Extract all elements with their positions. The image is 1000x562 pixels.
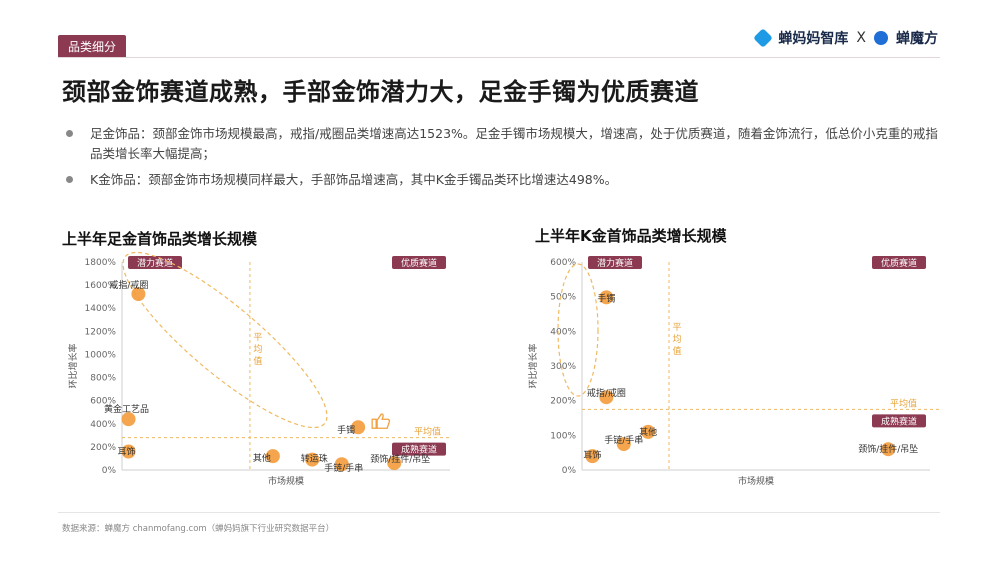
data-point-label: 手链/手串: [324, 462, 363, 474]
y-axis-title: 环比增长率: [67, 343, 79, 388]
chart-title-kgold: 上半年K金首饰品类增长规模: [535, 227, 727, 245]
scatter-chart-kgold: 0%100%200%300%400%500%600%市场规模环比增长率平均值平均…: [527, 256, 942, 487]
data-point: [121, 412, 136, 427]
quadrant-mature-bg: [392, 442, 446, 456]
quadrant-mature: 成熟赛道: [881, 415, 917, 427]
page-title: 颈部金饰赛道成熟，手部金饰潜力大，足金手镯为优质赛道: [62, 78, 699, 106]
highlight-ellipse: [557, 263, 599, 397]
data-point-label: 手镯: [337, 424, 355, 436]
y-tick-label: 300%: [550, 362, 576, 372]
data-source: 数据来源：蝉魔方 chanmofang.com（蝉妈妈旗下行业研究数据平台）: [62, 524, 335, 534]
y-tick-label: 400%: [90, 420, 116, 430]
quadrant-quality: 优质赛道: [881, 257, 917, 269]
x-axis-title: 市场规模: [738, 475, 774, 487]
y-tick-label: 600%: [550, 258, 576, 268]
chanmama-logo-icon: [753, 28, 774, 48]
data-point-label: 耳饰: [118, 446, 136, 458]
quadrant-quality: 优质赛道: [401, 257, 437, 269]
y-tick-label: 0%: [562, 466, 577, 476]
quadrant-mature: 成熟赛道: [401, 444, 437, 456]
section-tag: 品类细分: [58, 35, 127, 58]
data-point: [131, 287, 146, 302]
data-point: [265, 449, 280, 464]
bullet-item: 足金饰品：颈部金饰市场规模最高，戒指/戒圈品类增速高达1523%。足金手镯市场规…: [62, 124, 942, 164]
quadrant-quality-bg: [392, 256, 446, 269]
y-tick-label: 400%: [550, 327, 576, 337]
y-tick-label: 600%: [90, 397, 116, 407]
quadrant-potential: 潜力赛道: [597, 257, 633, 269]
avg-x-label-char: 均: [672, 333, 681, 345]
bullet-list: 足金饰品：颈部金饰市场规模最高，戒指/戒圈品类增速高达1523%。足金手镯市场规…: [62, 124, 942, 196]
data-point: [641, 424, 656, 439]
quadrant-potential: 潜力赛道: [137, 257, 173, 269]
y-tick-label: 800%: [90, 374, 116, 384]
brand-bar: 蝉妈妈智库 X 蝉魔方: [753, 28, 938, 48]
x-axis-title: 市场规模: [268, 475, 304, 487]
scatter-chart-gold: 0% 200% 400% 600% 800% 1000% 1200% 1400% 1600% 18…: [67, 251, 450, 487]
data-point: [351, 420, 366, 435]
y-tick-label: 1400%: [85, 304, 117, 314]
avg-x-label-char: 平: [672, 322, 681, 333]
data-point: [585, 449, 600, 464]
y-tick-label: 500%: [550, 293, 576, 303]
data-point: [881, 442, 896, 457]
data-point-label: 手链/手串: [604, 434, 643, 446]
brand-name-2: 蝉魔方: [896, 31, 938, 47]
quadrant-potential-bg: [588, 256, 642, 269]
data-point: [121, 444, 136, 459]
quadrant-potential-bg: [128, 256, 182, 269]
top-divider: [58, 57, 940, 58]
quadrant-mature-bg: [872, 414, 926, 428]
data-point: [387, 456, 402, 471]
y-tick-label: 1200%: [85, 327, 117, 337]
y-tick-label: 200%: [90, 443, 116, 453]
data-point-label: 黄金工艺品: [104, 403, 149, 415]
data-point-label: 颈饰/挂件/吊坠: [370, 453, 430, 465]
data-point-label: 其他: [639, 426, 657, 438]
highlight-ellipse: [122, 251, 328, 429]
chanmofang-logo-icon: [874, 31, 888, 45]
brand-separator: X: [856, 30, 866, 46]
y-tick-label: 200%: [550, 397, 576, 407]
avg-y-label: 平均值: [414, 426, 441, 438]
data-point-label: 戒指/戒圈: [109, 279, 148, 291]
y-tick-label: 100%: [550, 431, 576, 441]
data-point-label: 戒指/戒圈: [587, 387, 626, 399]
avg-x-label-char: 值: [253, 355, 262, 367]
bullet-item: K金饰品：颈部金饰市场规模同样最大，手部饰品增速高，其中K金手镯品类环比增速达4…: [62, 170, 942, 190]
data-point-label: 转运珠: [301, 453, 328, 465]
y-tick-label: 1600%: [85, 281, 117, 291]
data-point-label: 手镯: [597, 292, 615, 304]
y-tick-label: 0%: [102, 466, 117, 476]
data-point: [599, 390, 614, 405]
thumbs-up-icon: [371, 413, 391, 429]
y-tick-label: 1000%: [85, 350, 117, 360]
y-tick-label: 1800%: [85, 258, 117, 268]
footer-divider: [58, 512, 940, 513]
data-point: [305, 452, 320, 467]
avg-y-label: 平均值: [890, 397, 917, 409]
data-point-label: 耳饰: [583, 449, 601, 461]
data-point-label: 颈饰/挂件/吊坠: [858, 443, 918, 455]
data-point: [334, 457, 349, 472]
avg-x-label-char: 值: [672, 345, 681, 357]
chart-title-gold: 上半年足金首饰品类增长规模: [62, 230, 258, 248]
avg-x-label-char: 均: [253, 343, 262, 355]
data-point: [616, 437, 631, 451]
brand-name-1: 蝉妈妈智库: [778, 31, 849, 47]
avg-x-label-char: 平: [253, 332, 262, 343]
quadrant-quality-bg: [872, 256, 926, 269]
data-point-label: 其他: [253, 452, 271, 464]
data-point: [599, 290, 614, 305]
y-axis-title: 环比增长率: [527, 343, 539, 388]
